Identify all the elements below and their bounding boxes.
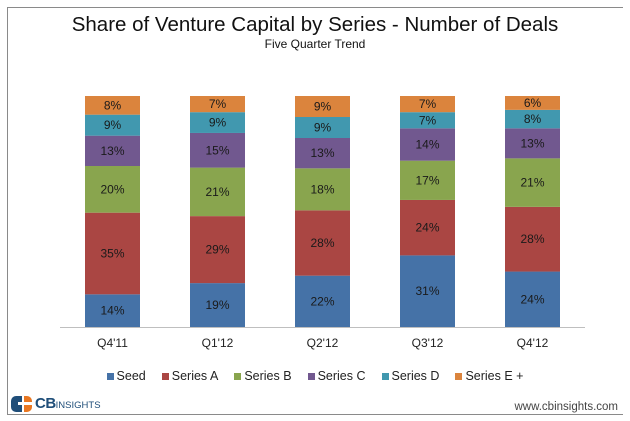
- bar-segment-series-d-4: [505, 109, 560, 129]
- bar-segment-seed-0: [85, 294, 140, 327]
- legend-item: Series B: [234, 369, 292, 383]
- data-label: 28%: [520, 232, 544, 246]
- x-tick-label: Q3'12: [412, 336, 444, 350]
- bar-segment-series-c-4: [505, 128, 560, 159]
- legend-label: Series C: [317, 369, 366, 383]
- data-label: 24%: [415, 221, 439, 235]
- bar-segment-seed-1: [190, 283, 245, 327]
- legend-item: Series D: [381, 369, 440, 383]
- data-label: 22%: [310, 294, 334, 308]
- legend-item: Series E +: [455, 369, 523, 383]
- bar-segment-seed-3: [400, 255, 455, 327]
- data-label: 7%: [419, 113, 437, 127]
- bar-segment-seed-4: [505, 271, 560, 327]
- bar-segment-series-c-3: [400, 128, 455, 161]
- bar-segment-series-e-4: [505, 96, 560, 110]
- data-label: 20%: [100, 182, 124, 196]
- data-label: 13%: [100, 144, 124, 158]
- x-tick-label: Q4'12: [517, 336, 549, 350]
- legend-swatch: [161, 372, 169, 380]
- data-label: 14%: [415, 138, 439, 152]
- data-label: 29%: [205, 243, 229, 257]
- chart-subtitle: Five Quarter Trend: [264, 37, 366, 51]
- cb-insights-logo: CB INSIGHTS: [11, 395, 101, 412]
- data-label: 9%: [314, 100, 332, 114]
- data-label: 13%: [310, 146, 334, 160]
- bar-segment-series-d-3: [400, 112, 455, 129]
- bar-segment-series-e-0: [85, 96, 140, 115]
- bar-segment-series-b-0: [85, 166, 140, 213]
- bar-segment-series-a-0: [85, 212, 140, 295]
- cb-logo-icon: [11, 395, 32, 412]
- bar-segment-series-c-1: [190, 132, 245, 168]
- bar-segment-series-c-2: [295, 138, 350, 169]
- data-label: 7%: [209, 97, 227, 111]
- bar-segment-series-b-1: [190, 167, 245, 217]
- legend-swatch: [455, 372, 463, 380]
- x-tick-label: Q4'11: [97, 336, 128, 350]
- legend-label: Series D: [391, 369, 440, 383]
- legend-swatch: [307, 372, 315, 380]
- legend-label: Series E +: [465, 369, 524, 383]
- frame-top-border: [7, 7, 623, 8]
- bar-segment-series-c-0: [85, 135, 140, 166]
- data-label: 35%: [100, 247, 124, 261]
- website-url[interactable]: www.cbinsights.com: [514, 401, 618, 413]
- legend-item: Seed: [106, 369, 146, 383]
- data-label: 18%: [310, 182, 334, 196]
- data-label: 24%: [520, 292, 544, 306]
- data-label: 9%: [209, 116, 227, 130]
- data-label: 15%: [205, 143, 229, 157]
- data-label: 7%: [419, 97, 437, 111]
- bar-segment-series-e-3: [400, 96, 455, 113]
- data-label: 31%: [415, 284, 439, 298]
- legend-swatch: [381, 372, 389, 380]
- chart-title: Share of Venture Capital by Series - Num…: [71, 13, 559, 36]
- bar-segment-seed-2: [295, 275, 350, 327]
- data-label: 21%: [205, 185, 229, 199]
- legend-swatch: [234, 372, 242, 380]
- legend-item: Series A: [161, 369, 219, 383]
- x-tick-label: Q1'12: [202, 336, 234, 350]
- bar-segment-series-b-4: [505, 158, 560, 207]
- data-label: 9%: [104, 118, 122, 132]
- bar-segment-series-d-0: [85, 114, 140, 136]
- frame-bottom-border: [7, 414, 623, 415]
- logo-text-cb: CB: [35, 395, 56, 412]
- data-label: 19%: [205, 298, 229, 312]
- legend-label: Seed: [116, 369, 146, 383]
- bar-segment-series-b-3: [400, 160, 455, 200]
- data-label: 21%: [520, 176, 544, 190]
- data-label: 8%: [104, 98, 122, 112]
- data-label: 9%: [314, 121, 332, 135]
- legend-swatch: [106, 372, 114, 380]
- logo-text-insights: INSIGHTS: [55, 399, 101, 411]
- bar-segment-series-a-1: [190, 216, 245, 284]
- data-label: 13%: [520, 136, 544, 150]
- data-label: 8%: [524, 112, 542, 126]
- chart-legend: Seed Series A Series B Series C Series D Seri…: [0, 369, 630, 383]
- bar-segment-series-d-1: [190, 112, 245, 133]
- x-tick-label: Q2'12: [307, 336, 339, 350]
- bar-segment-series-a-2: [295, 210, 350, 276]
- bar-segment-series-a-4: [505, 206, 560, 272]
- legend-label: Series A: [171, 369, 219, 383]
- frame-left-border: [7, 7, 8, 414]
- data-label: 6%: [524, 96, 542, 110]
- legend-item: Series C: [307, 369, 366, 383]
- bar-segment-series-e-1: [190, 96, 245, 113]
- bar-segment-series-b-2: [295, 168, 350, 211]
- bar-segment-series-d-2: [295, 117, 350, 138]
- data-label: 28%: [310, 236, 334, 250]
- legend-label: Series B: [244, 369, 292, 383]
- bar-segment-series-e-2: [295, 96, 350, 117]
- data-label: 17%: [415, 173, 439, 187]
- data-label: 14%: [100, 304, 124, 318]
- bar-segment-series-a-3: [400, 199, 455, 256]
